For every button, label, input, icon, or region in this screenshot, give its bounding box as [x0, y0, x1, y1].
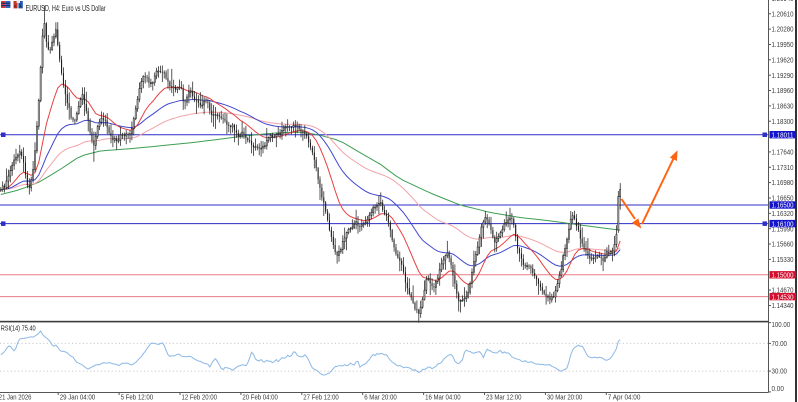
svg-text:1.17640: 1.17640 [772, 148, 794, 157]
svg-text:1.19620: 1.19620 [772, 55, 794, 64]
svg-text:1.16980: 1.16980 [772, 178, 794, 187]
svg-text:1.16500: 1.16500 [772, 201, 794, 210]
svg-text:1.16650: 1.16650 [772, 194, 794, 203]
svg-text:70.00: 70.00 [772, 339, 788, 348]
svg-text:1.20940: 1.20940 [772, 0, 794, 3]
svg-text:1.20610: 1.20610 [772, 9, 794, 18]
svg-text:EURUSD, H4: Euro vs US Dollar: EURUSD, H4: Euro vs US Dollar [26, 4, 106, 13]
svg-text:1.17310: 1.17310 [772, 163, 794, 172]
svg-text:30 Mar 20:00: 30 Mar 20:00 [547, 393, 583, 402]
svg-text:1.14530: 1.14530 [772, 292, 794, 301]
svg-text:23 Mar 12:00: 23 Mar 12:00 [486, 393, 522, 402]
svg-text:1.18960: 1.18960 [772, 86, 794, 95]
svg-text:100.00: 100.00 [772, 320, 791, 329]
svg-text:5 Feb 12:00: 5 Feb 12:00 [121, 393, 154, 402]
svg-text:1.16100: 1.16100 [772, 219, 794, 228]
svg-text:1.15990: 1.15990 [772, 224, 794, 233]
svg-text:27 Feb 12:00: 27 Feb 12:00 [303, 393, 339, 402]
svg-text:1.15000: 1.15000 [772, 271, 794, 280]
svg-text:1.14670: 1.14670 [772, 286, 794, 295]
svg-text:12 Feb 20:00: 12 Feb 20:00 [182, 393, 218, 402]
svg-text:16 Mar 04:00: 16 Mar 04:00 [425, 393, 461, 402]
svg-text:29 Jan 04:00: 29 Jan 04:00 [60, 393, 95, 402]
svg-text:30.00: 30.00 [772, 367, 788, 376]
svg-text:1.15330: 1.15330 [772, 255, 794, 264]
svg-text:0.00: 0.00 [772, 384, 784, 393]
svg-text:21 Jan 2026: 21 Jan 2026 [0, 393, 31, 402]
svg-text:7 Apr 04:00: 7 Apr 04:00 [608, 393, 641, 402]
svg-text:6 Mar 20:00: 6 Mar 20:00 [364, 393, 397, 402]
svg-text:1.19950: 1.19950 [772, 40, 794, 49]
svg-text:1.14340: 1.14340 [772, 301, 794, 310]
svg-text:1.16320: 1.16320 [772, 209, 794, 218]
svg-text:1.19290: 1.19290 [772, 71, 794, 80]
svg-text:20 Feb 04:00: 20 Feb 04:00 [242, 393, 278, 402]
svg-text:1.15660: 1.15660 [772, 240, 794, 249]
svg-text:1.20280: 1.20280 [772, 25, 794, 34]
svg-text:1.18011: 1.18011 [772, 130, 794, 139]
svg-text:1.18630: 1.18630 [772, 102, 794, 111]
svg-text:1.18300: 1.18300 [772, 117, 794, 126]
svg-text:RSI(14) 75.40: RSI(14) 75.40 [1, 324, 36, 333]
